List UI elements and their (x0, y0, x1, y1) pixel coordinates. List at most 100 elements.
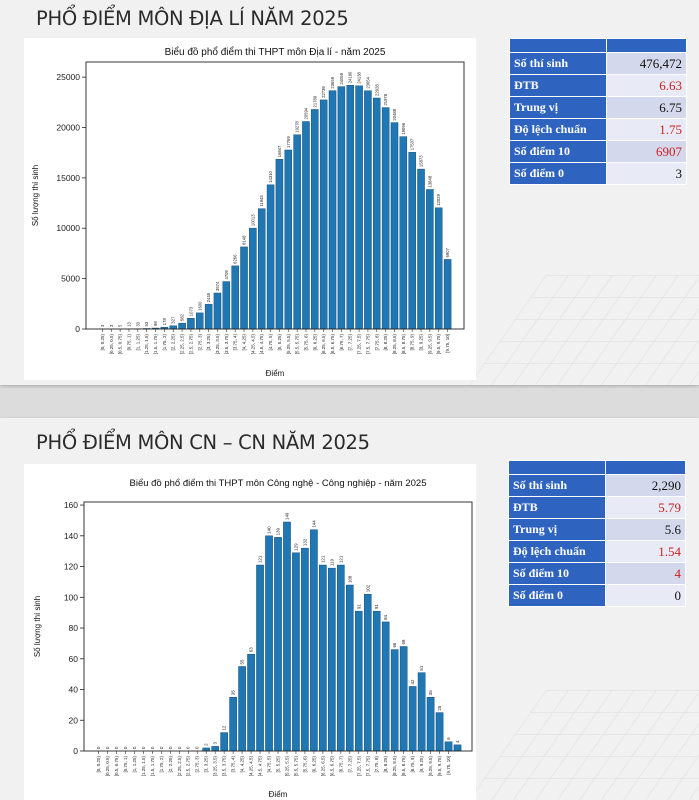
x-tick-label: [8, 8.25) (383, 756, 388, 773)
x-tick-label: [4.75, 5) (268, 334, 273, 351)
x-tick-label: [6, 6.25) (312, 334, 317, 351)
stats-header-cell (607, 39, 686, 52)
data-label: 0 (168, 746, 173, 749)
y-tick-label: 20 (69, 715, 79, 725)
y-tick-label: 140 (64, 531, 78, 541)
x-tick-label: [1.5, 1.75) (153, 334, 158, 355)
x-tick-label: [1.25, 1.5) (141, 756, 146, 777)
bar (417, 168, 425, 330)
x-tick-label: [9.75, 10] (446, 756, 451, 775)
bar (202, 747, 210, 752)
data-label: 84 (383, 614, 388, 619)
bar (390, 122, 399, 330)
stats-row: Trung vị 5.6 (509, 519, 685, 540)
stats-value: 2,290 (606, 475, 685, 496)
data-label: 21978 (383, 93, 388, 105)
bar (229, 697, 237, 752)
bar (346, 584, 354, 752)
data-label: 0 (132, 746, 137, 749)
y-tick-label: 120 (64, 562, 78, 572)
x-tick-label: [5.25, 5.5) (286, 334, 291, 355)
data-label: 24138 (357, 71, 362, 83)
data-label: 19278 (295, 120, 300, 132)
data-label: 20594 (303, 107, 308, 119)
x-tick-label: [8.5, 8.75) (401, 756, 406, 777)
x-tick-label: [2.75, 3) (195, 756, 200, 773)
data-label: 3 (109, 324, 114, 327)
bar (249, 227, 257, 330)
x-tick-label: [8.5, 8.75) (401, 334, 406, 355)
page-title: PHỔ ĐIỂM MÔN ĐỊA LÍ NĂM 2025 (36, 7, 349, 30)
stats-header-row (509, 461, 685, 474)
bar (381, 107, 390, 330)
bar (302, 121, 310, 330)
bar (310, 529, 318, 752)
data-label: 0 (177, 746, 182, 749)
data-label: 0 (96, 746, 101, 749)
bar (275, 159, 284, 330)
bar (283, 521, 291, 752)
x-tick-label: [1, 1.25) (135, 334, 140, 351)
bar (311, 109, 319, 330)
x-tick-label: [7.25, 7.5) (357, 334, 362, 355)
y-tick-label: 0 (75, 324, 80, 334)
x-tick-label: [7.5, 7.75) (365, 334, 370, 355)
bar (222, 281, 231, 330)
chart-title: Biểu đồ phổ điểm thi THPT môn Địa lí - n… (165, 46, 386, 58)
bar (372, 610, 381, 752)
y-axis-label: Số lượng thí sinh (31, 165, 40, 226)
data-label: 68 (401, 639, 406, 644)
x-tick-label: [3, 3.25) (206, 334, 211, 351)
x-tick-label: [5.5, 5.75) (293, 756, 298, 777)
stats-value: 4 (606, 563, 685, 584)
data-label: 5 (118, 324, 123, 327)
data-label: 139 (276, 527, 281, 535)
bar (444, 741, 453, 752)
data-label: 14310 (268, 171, 273, 183)
bar (240, 246, 248, 330)
chart-dia-li-svg: Biểu đồ phổ điểm thi THPT môn Địa lí - n… (31, 46, 465, 378)
y-tick-label: 10000 (56, 223, 80, 233)
x-tick-label: [7.75, 8) (374, 334, 379, 351)
x-tick-label: [3.5, 3.75) (224, 334, 229, 355)
data-label: 132 (302, 538, 307, 546)
x-tick-label: [1.25, 1.5) (144, 334, 149, 355)
stats-label: Số điểm 10 (510, 141, 606, 162)
y-axis-label: Số lượng thí sinh (33, 596, 42, 657)
x-tick-label: [2.25, 2.5) (180, 334, 185, 355)
x-tick-label: [9.75, 10] (445, 334, 450, 353)
data-label: 2 (204, 743, 209, 746)
chart-cong-nghe-svg: Biểu đồ phổ điểm thi THPT môn Công nghệ … (33, 478, 473, 799)
data-label: 119 (329, 559, 334, 567)
x-tick-label: [1, 1.25) (132, 756, 137, 773)
bar (265, 535, 273, 752)
panel-dia-li: PHỔ ĐIỂM MÔN ĐỊA LÍ NĂM 2025 Biểu đồ phổ… (0, 0, 699, 385)
bar (426, 189, 434, 330)
x-tick-label: [7.75, 8) (374, 756, 379, 773)
stats-label: Trung vị (509, 519, 605, 540)
bar (187, 317, 195, 330)
x-tick-label: [2.25, 2.5) (177, 756, 182, 777)
x-tick-label: [9, 9.25) (419, 756, 424, 773)
stats-label: Độ lệch chuẩn (510, 119, 606, 140)
bar (220, 732, 228, 752)
x-tick-label: [9, 9.25) (419, 334, 424, 351)
bar (211, 746, 219, 752)
bar (328, 90, 337, 330)
data-label: 4709 (224, 270, 229, 280)
x-tick-label: [2.5, 2.75) (186, 756, 191, 777)
x-tick-label: [0, 0.25) (100, 334, 105, 351)
stats-row: Độ lệch chuẩn 1.75 (510, 119, 686, 140)
chart-cong-nghe: Biểu đồ phổ điểm thi THPT môn Công nghệ … (24, 464, 476, 800)
stats-value: 6.63 (607, 75, 686, 96)
bar (257, 208, 266, 330)
bar (453, 744, 462, 752)
x-tick-label: [7, 7.25) (348, 334, 353, 351)
x-tick-label: [0.5, 0.75) (114, 756, 119, 777)
data-label: 0 (150, 746, 155, 749)
x-tick-label: [5, 5.25) (276, 756, 281, 773)
x-tick-label: [5.25, 5.5) (284, 756, 289, 777)
x-tick-label: [3.25, 3.5) (215, 334, 220, 355)
stats-label: ĐTB (510, 75, 606, 96)
x-tick-label: [3.5, 3.75) (222, 756, 227, 777)
